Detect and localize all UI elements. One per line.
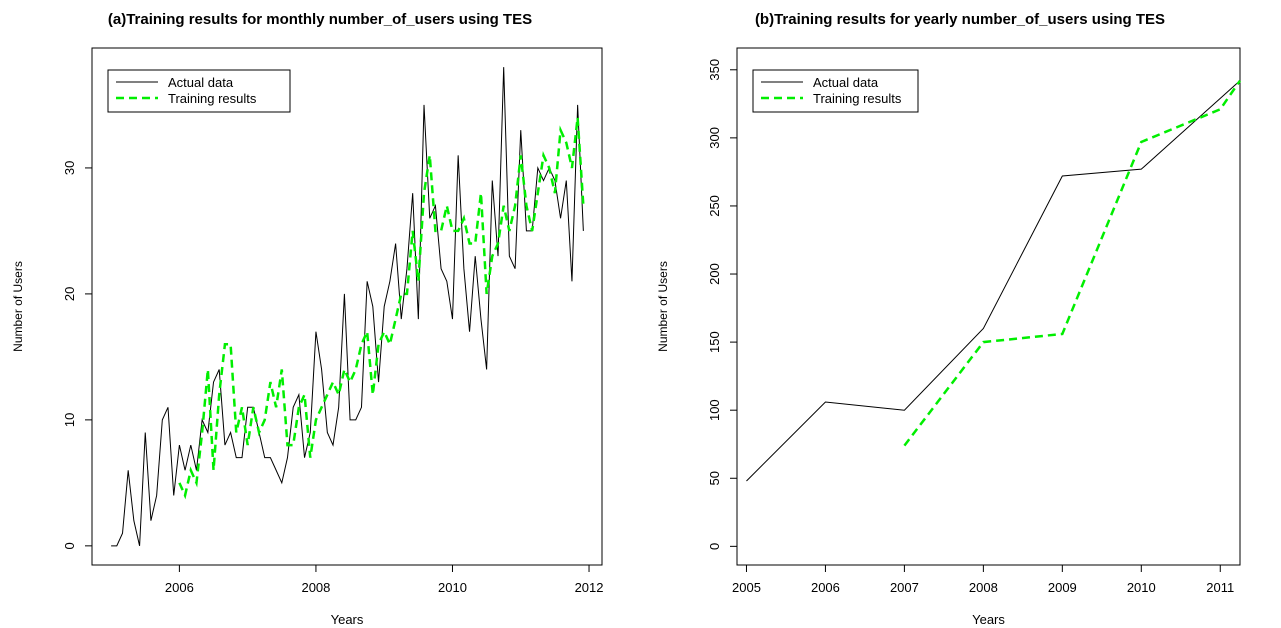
data-line bbox=[746, 80, 1241, 482]
legend-label: Training results bbox=[168, 91, 257, 106]
x-tick-label: 2007 bbox=[890, 580, 919, 595]
data-line bbox=[178, 117, 585, 500]
y-tick-label: 150 bbox=[707, 331, 722, 353]
y-tick-label: 30 bbox=[62, 161, 77, 175]
y-tick-label: 200 bbox=[707, 263, 722, 285]
y-tick-label: 50 bbox=[707, 471, 722, 485]
x-tick-label: 2011 bbox=[1206, 580, 1234, 595]
x-tick-label: 2010 bbox=[1127, 580, 1156, 595]
legend-label: Training results bbox=[813, 91, 902, 106]
x-tick-label: 2005 bbox=[732, 580, 761, 595]
legend-label: Actual data bbox=[168, 75, 234, 90]
data-line bbox=[903, 79, 1242, 447]
plot-box bbox=[736, 47, 1241, 566]
y-tick-label: 250 bbox=[707, 195, 722, 217]
chart-title: (a)Training results for monthly number_o… bbox=[108, 11, 532, 28]
plot-box bbox=[91, 47, 603, 566]
x-axis-title: Years bbox=[331, 612, 364, 627]
y-tick-label: 100 bbox=[707, 399, 722, 421]
y-tick-label: 10 bbox=[62, 413, 77, 427]
x-tick-label: 2010 bbox=[438, 580, 467, 595]
legend-box bbox=[752, 69, 919, 113]
y-tick-label: 300 bbox=[707, 127, 722, 149]
y-axis-title: Number of Users bbox=[656, 261, 670, 352]
y-tick-label: 0 bbox=[62, 542, 77, 549]
y-tick-label: 350 bbox=[707, 59, 722, 81]
x-tick-label: 2006 bbox=[811, 580, 840, 595]
y-tick-label: 20 bbox=[62, 287, 77, 301]
y-axis-title: Number of Users bbox=[11, 261, 25, 352]
y-tick-label: 0 bbox=[707, 543, 722, 550]
x-tick-label: 2008 bbox=[969, 580, 998, 595]
chart-title: (b)Training results for yearly number_of… bbox=[755, 11, 1165, 28]
legend-label: Actual data bbox=[813, 75, 879, 90]
x-axis-title: Years bbox=[972, 612, 1005, 627]
x-tick-label: 2006 bbox=[165, 580, 194, 595]
x-tick-label: 2008 bbox=[301, 580, 330, 595]
data-line bbox=[111, 67, 584, 547]
x-tick-label: 2012 bbox=[575, 580, 604, 595]
legend-box bbox=[107, 69, 291, 113]
x-tick-label: 2009 bbox=[1048, 580, 1077, 595]
